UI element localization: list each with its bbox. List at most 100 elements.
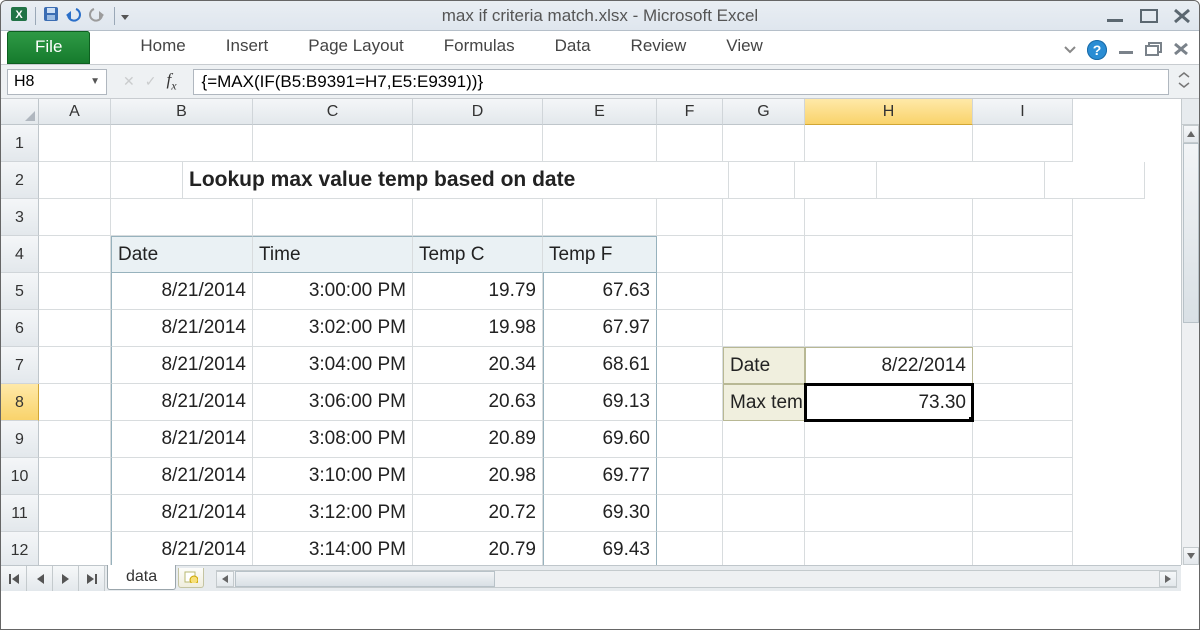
cell[interactable]: 3:04:00 PM xyxy=(253,347,413,384)
cell[interactable]: 8/21/2014 xyxy=(111,532,253,565)
cell[interactable]: 8/21/2014 xyxy=(111,310,253,347)
cell[interactable] xyxy=(657,273,723,310)
sheet-tab-data[interactable]: data xyxy=(107,565,176,590)
cell[interactable] xyxy=(39,162,111,199)
cell[interactable] xyxy=(657,495,723,532)
column-header[interactable]: G xyxy=(723,99,805,125)
new-sheet-icon[interactable] xyxy=(178,568,204,588)
cell[interactable]: 20.89 xyxy=(413,421,543,458)
row-header[interactable]: 1 xyxy=(1,125,39,162)
cell[interactable]: 8/21/2014 xyxy=(111,495,253,532)
cell[interactable] xyxy=(973,199,1073,236)
tab-page-layout[interactable]: Page Layout xyxy=(288,30,423,64)
tab-home[interactable]: Home xyxy=(120,30,205,64)
cell[interactable] xyxy=(543,199,657,236)
workbook-minimize-icon[interactable] xyxy=(1117,42,1135,58)
cell[interactable] xyxy=(657,199,723,236)
cell[interactable] xyxy=(795,162,877,199)
column-header[interactable]: E xyxy=(543,99,657,125)
cell[interactable]: 69.43 xyxy=(543,532,657,565)
cell[interactable] xyxy=(657,532,723,565)
row-header[interactable]: 11 xyxy=(1,495,39,532)
scroll-thumb[interactable] xyxy=(1183,143,1199,323)
file-tab[interactable]: File xyxy=(7,31,90,64)
cell[interactable] xyxy=(723,125,805,162)
tab-review[interactable]: Review xyxy=(611,30,707,64)
last-sheet-icon[interactable] xyxy=(79,566,105,591)
cell[interactable] xyxy=(729,162,795,199)
row-header[interactable]: 9 xyxy=(1,421,39,458)
cell[interactable] xyxy=(657,384,723,421)
cell[interactable]: 3:12:00 PM xyxy=(253,495,413,532)
column-header[interactable]: B xyxy=(111,99,253,125)
cell[interactable]: 3:10:00 PM xyxy=(253,458,413,495)
tab-view[interactable]: View xyxy=(706,30,783,64)
cell[interactable] xyxy=(723,199,805,236)
tab-data[interactable]: Data xyxy=(535,30,611,64)
cell[interactable] xyxy=(723,495,805,532)
redo-icon[interactable] xyxy=(88,5,108,26)
cell[interactable] xyxy=(39,532,111,565)
side-date-label[interactable]: Date xyxy=(723,347,805,384)
cell[interactable] xyxy=(973,495,1073,532)
row-header[interactable]: 3 xyxy=(1,199,39,236)
active-cell[interactable]: 73.30 xyxy=(805,384,973,421)
cell[interactable]: 69.13 xyxy=(543,384,657,421)
cell[interactable] xyxy=(805,236,973,273)
cell[interactable] xyxy=(805,125,973,162)
cell[interactable] xyxy=(657,125,723,162)
cell[interactable]: 20.72 xyxy=(413,495,543,532)
first-sheet-icon[interactable] xyxy=(1,566,27,591)
cell[interactable]: 20.98 xyxy=(413,458,543,495)
cell[interactable] xyxy=(723,236,805,273)
cell[interactable] xyxy=(723,273,805,310)
cell-grid[interactable]: Lookup max value temp based on date Date T… xyxy=(39,125,1181,565)
scroll-right-icon[interactable] xyxy=(1159,571,1177,587)
qat-customize-icon[interactable] xyxy=(121,8,129,24)
minimize-icon[interactable] xyxy=(1105,9,1125,23)
cell[interactable]: 20.63 xyxy=(413,384,543,421)
cell[interactable]: 69.77 xyxy=(543,458,657,495)
cell[interactable]: 19.79 xyxy=(413,273,543,310)
name-box[interactable]: H8 ▼ xyxy=(7,69,107,95)
formula-input[interactable]: {=MAX(IF(B5:B9391=H7,E5:E9391))} xyxy=(193,69,1169,95)
workbook-restore-icon[interactable] xyxy=(1145,42,1163,59)
sheet-title[interactable]: Lookup max value temp based on date xyxy=(183,162,729,199)
cell[interactable] xyxy=(805,458,973,495)
cell[interactable] xyxy=(39,458,111,495)
row-header[interactable]: 12 xyxy=(1,532,39,569)
cell[interactable] xyxy=(39,495,111,532)
column-header[interactable]: C xyxy=(253,99,413,125)
cell[interactable]: 8/21/2014 xyxy=(111,384,253,421)
cell[interactable] xyxy=(39,125,111,162)
cell[interactable]: 3:02:00 PM xyxy=(253,310,413,347)
cell[interactable]: 69.60 xyxy=(543,421,657,458)
maximize-icon[interactable] xyxy=(1139,8,1159,24)
cell[interactable]: 3:06:00 PM xyxy=(253,384,413,421)
side-date-value[interactable]: 8/22/2014 xyxy=(805,347,973,384)
cell[interactable] xyxy=(723,310,805,347)
select-all-corner[interactable] xyxy=(1,99,39,125)
cell[interactable]: Temp F xyxy=(543,236,657,273)
ribbon-minimize-icon[interactable] xyxy=(1063,42,1077,59)
cell[interactable] xyxy=(39,421,111,458)
cell[interactable] xyxy=(805,273,973,310)
row-header[interactable]: 2 xyxy=(1,162,39,199)
cell[interactable]: Time xyxy=(253,236,413,273)
cell[interactable]: 67.63 xyxy=(543,273,657,310)
cell[interactable] xyxy=(877,162,1045,199)
cell[interactable] xyxy=(723,458,805,495)
cell[interactable] xyxy=(39,273,111,310)
row-header[interactable]: 8 xyxy=(1,384,39,421)
cell[interactable]: Temp C xyxy=(413,236,543,273)
cell[interactable] xyxy=(39,347,111,384)
prev-sheet-icon[interactable] xyxy=(27,566,53,591)
cell[interactable] xyxy=(111,162,183,199)
tab-insert[interactable]: Insert xyxy=(206,30,289,64)
cell[interactable] xyxy=(253,199,413,236)
formula-bar-expand-icon[interactable] xyxy=(1175,72,1193,91)
tab-formulas[interactable]: Formulas xyxy=(424,30,535,64)
cell[interactable]: 20.34 xyxy=(413,347,543,384)
cell[interactable] xyxy=(543,125,657,162)
cell[interactable] xyxy=(973,421,1073,458)
